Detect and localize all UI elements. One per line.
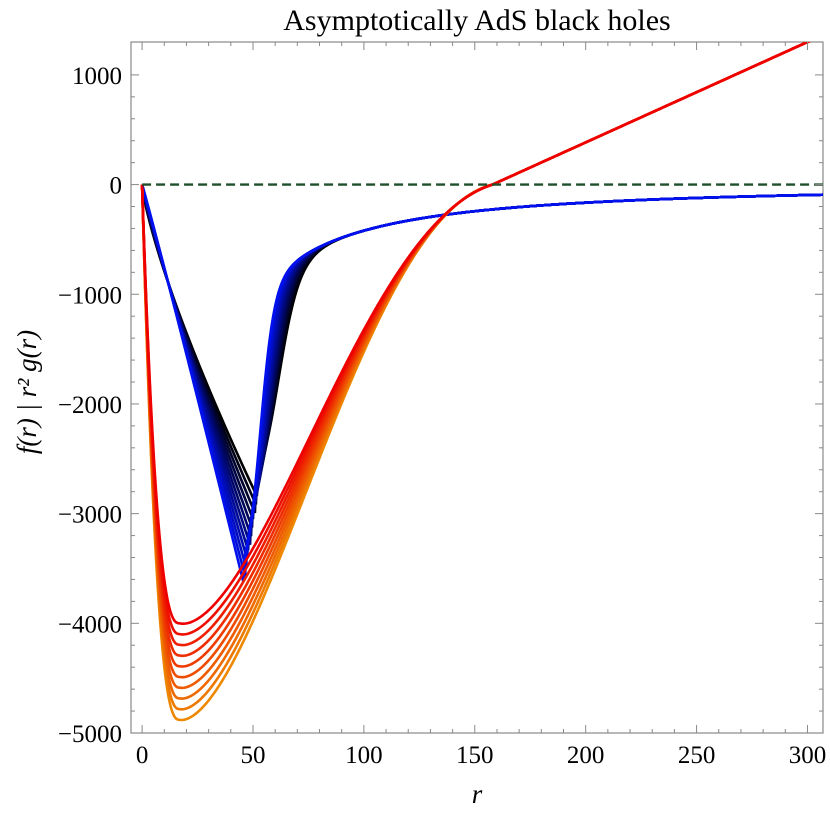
y-tick-label: −5000 — [58, 721, 122, 748]
y-tick-label: −1000 — [58, 282, 122, 309]
chart-title: Asymptotically AdS black holes — [283, 4, 670, 37]
f-curve — [140, 184, 823, 497]
g-curve — [140, 42, 811, 626]
f-curve — [140, 184, 823, 582]
f-curve — [140, 184, 823, 546]
curves — [140, 42, 823, 722]
x-tick-label: 300 — [789, 742, 827, 769]
x-tick-label: 50 — [240, 742, 265, 769]
y-tick-label: −3000 — [58, 502, 122, 529]
x-tick-label: 100 — [345, 742, 383, 769]
f-curve — [140, 184, 823, 514]
f-curve — [140, 184, 823, 537]
y-tick-label: 0 — [110, 173, 123, 200]
x-tick-label: 250 — [678, 742, 716, 769]
y-tick-label: −2000 — [58, 392, 122, 419]
x-tick-label: 150 — [456, 742, 494, 769]
f-curve — [140, 184, 823, 569]
y-axis-label: f(r) | r² g(r) — [12, 330, 42, 454]
f-curve — [140, 184, 823, 505]
g-curve — [140, 42, 811, 722]
x-tick-label: 200 — [567, 742, 605, 769]
axis-ticks: 0 50 100 150 200 250 300 1000 0 −1000 −2000 −3000 −4… — [58, 42, 826, 769]
y-tick-label: −4000 — [58, 611, 122, 638]
x-axis-label: r — [472, 779, 483, 809]
plot-frame-border — [130, 41, 824, 734]
y-tick-label: 1000 — [72, 63, 122, 90]
x-tick-label: 0 — [136, 742, 149, 769]
plot-frame — [130, 41, 824, 734]
